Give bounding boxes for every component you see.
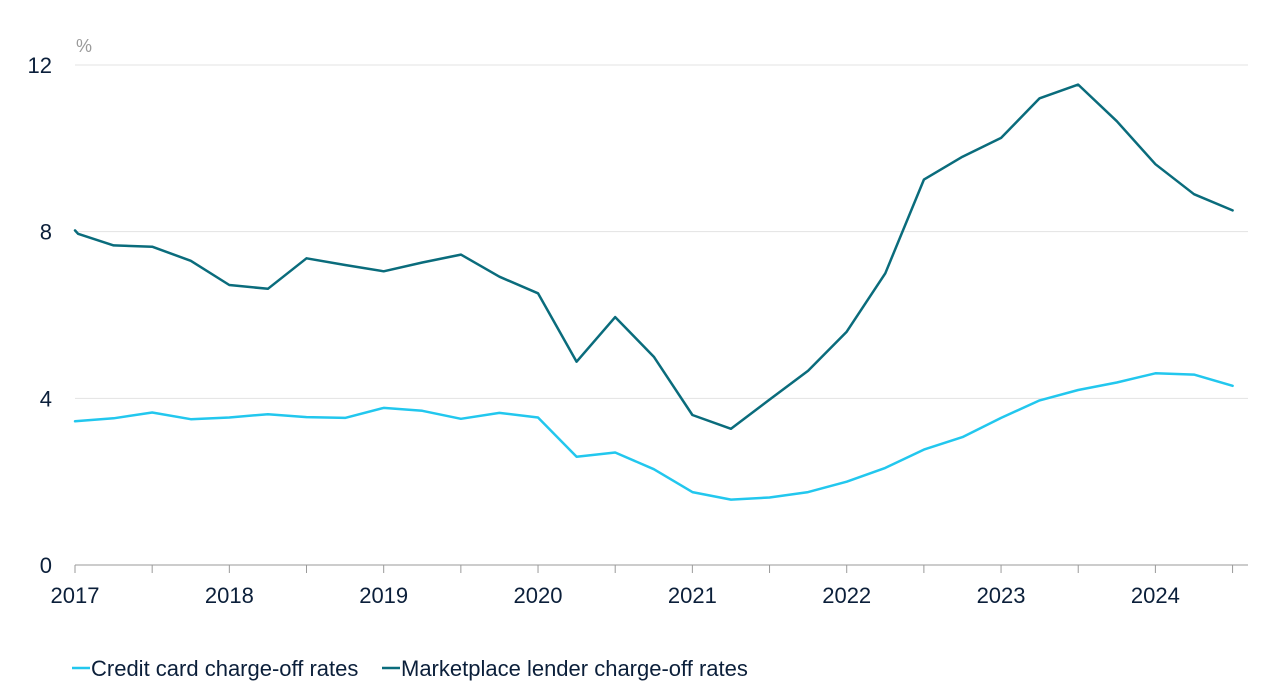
y-tick-label: 8	[40, 220, 52, 245]
y-tick-label: 4	[40, 386, 52, 411]
series-lines	[73, 83, 1234, 501]
x-tick-label: 2017	[51, 583, 100, 608]
x-tick-label: 2020	[514, 583, 563, 608]
y-axis-tick-labels: 0 4 8 12	[28, 53, 52, 578]
gridlines	[75, 64, 1248, 399]
y-tick-label: 0	[40, 553, 52, 578]
legend: Credit card charge-off rates Marketplace …	[72, 656, 748, 681]
x-tick-label: 2021	[668, 583, 717, 608]
x-tick-label: 2022	[822, 583, 871, 608]
x-tick-label: 2023	[977, 583, 1026, 608]
x-tick-label: 2018	[205, 583, 254, 608]
x-axis-ticks	[74, 565, 1234, 573]
legend-label: Credit card charge-off rates	[91, 656, 358, 681]
legend-label: Marketplace lender charge-off rates	[401, 656, 748, 681]
x-tick-label: 2019	[359, 583, 408, 608]
x-tick-label: 2024	[1131, 583, 1180, 608]
y-axis-unit-label: %	[76, 36, 92, 56]
series-line-2	[73, 83, 1234, 431]
x-axis-tick-labels: 2017 2018 2019 2020 2021 2022 2023 2024	[51, 583, 1180, 608]
y-tick-label: 12	[28, 53, 52, 78]
series-line-1	[73, 372, 1234, 501]
